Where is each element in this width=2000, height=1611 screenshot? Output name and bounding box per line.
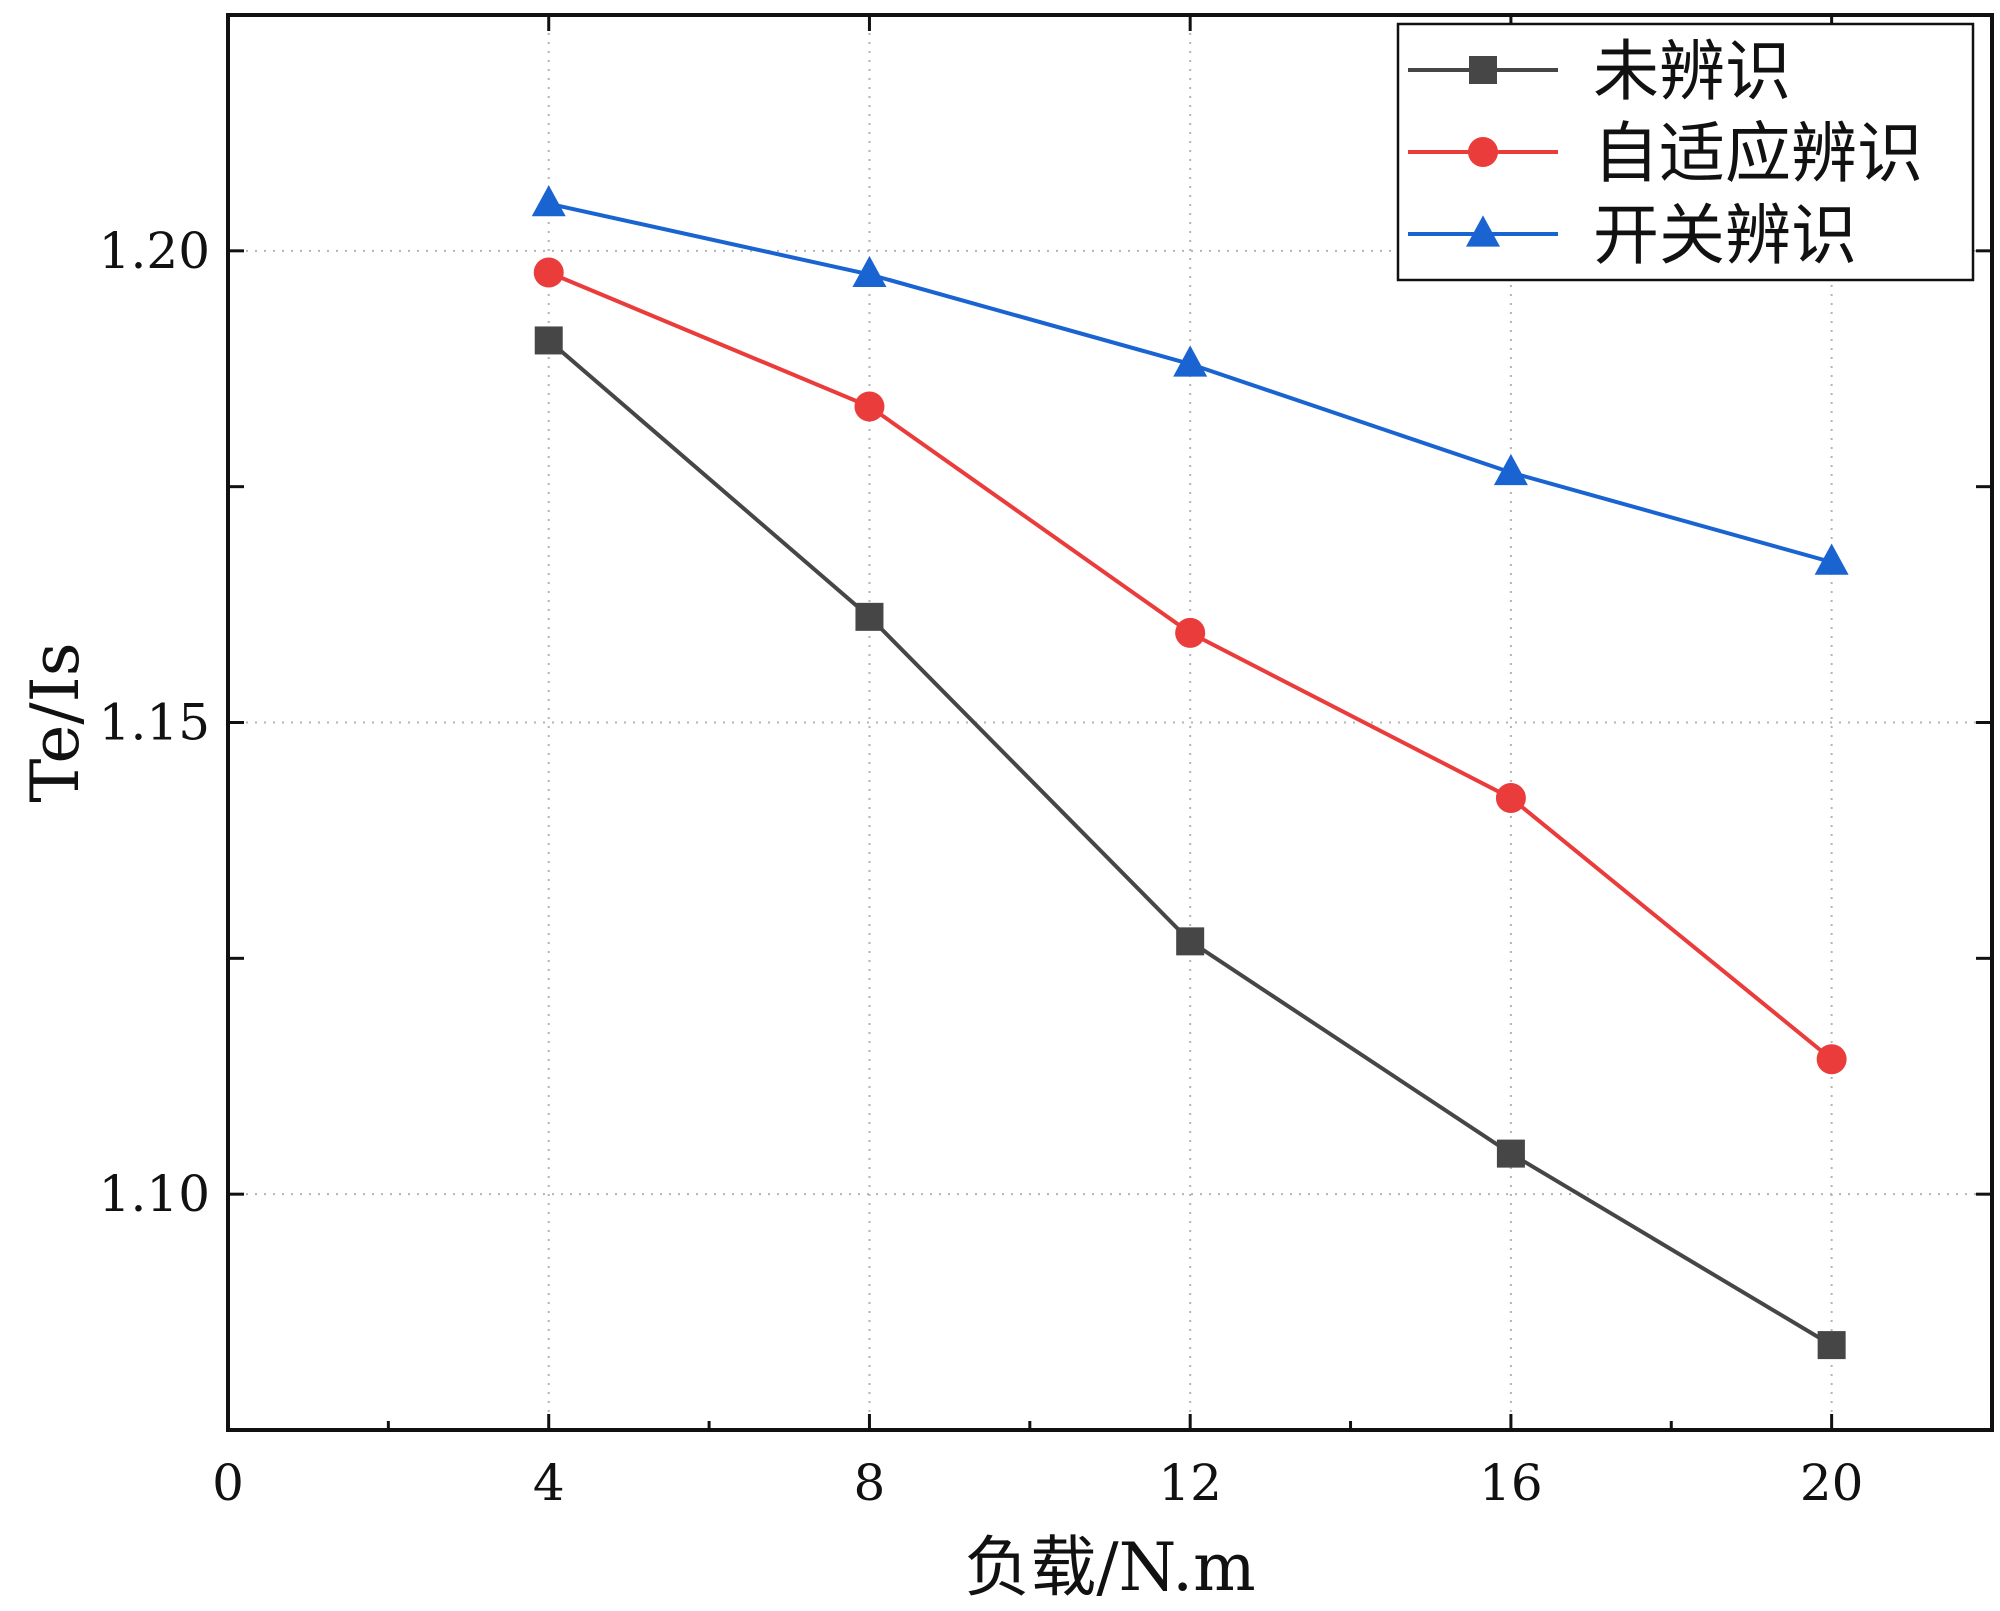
x-tick-label: 20 [1800,1454,1864,1512]
y-tick-label: 1.10 [99,1165,210,1223]
legend-marker [1466,215,1500,247]
data-point [534,326,563,355]
data-point [1814,543,1849,575]
series-1 [534,326,1846,1360]
x-tick-label: 8 [854,1454,886,1512]
data-point [854,391,885,422]
series-layer [531,185,1849,1360]
legend-marker [1469,56,1497,84]
x-axis-title: 负载/N.m [964,1529,1255,1606]
legend-entry: 自适应辨识 [1408,115,1923,192]
x-tick-label: 4 [533,1454,565,1512]
x-tick-label: 12 [1158,1454,1222,1512]
legend-marker [1468,137,1498,167]
series-3 [531,185,1849,575]
x-tick-label: 16 [1479,1454,1543,1512]
data-point [1817,1331,1846,1360]
data-point [852,255,887,288]
y-tick-label: 1.15 [99,694,210,752]
data-point [1495,782,1526,813]
data-point [1493,453,1528,486]
y-tick-label: 1.20 [99,222,210,280]
tick-labels: 0 4 8 12 16 20 1.10 1.15 1.20 [99,222,1864,1512]
data-point [855,602,884,631]
data-point [533,257,564,288]
series-2 [533,257,1847,1075]
legend-label: 开关辨识 [1593,197,1857,274]
x-tick-label: 0 [212,1454,244,1512]
legend-label: 未辨识 [1593,33,1791,110]
data-point [1173,345,1208,377]
data-point [1816,1044,1847,1075]
data-point [1496,1139,1525,1168]
legend-entry: 未辨识 [1408,33,1791,110]
legend-entry: 开关辨识 [1408,197,1857,274]
data-point [531,185,566,217]
legend-label: 自适应辨识 [1593,115,1923,192]
data-point [1175,617,1206,648]
y-axis-title: Te/Is [17,642,94,802]
data-point [1176,927,1205,956]
